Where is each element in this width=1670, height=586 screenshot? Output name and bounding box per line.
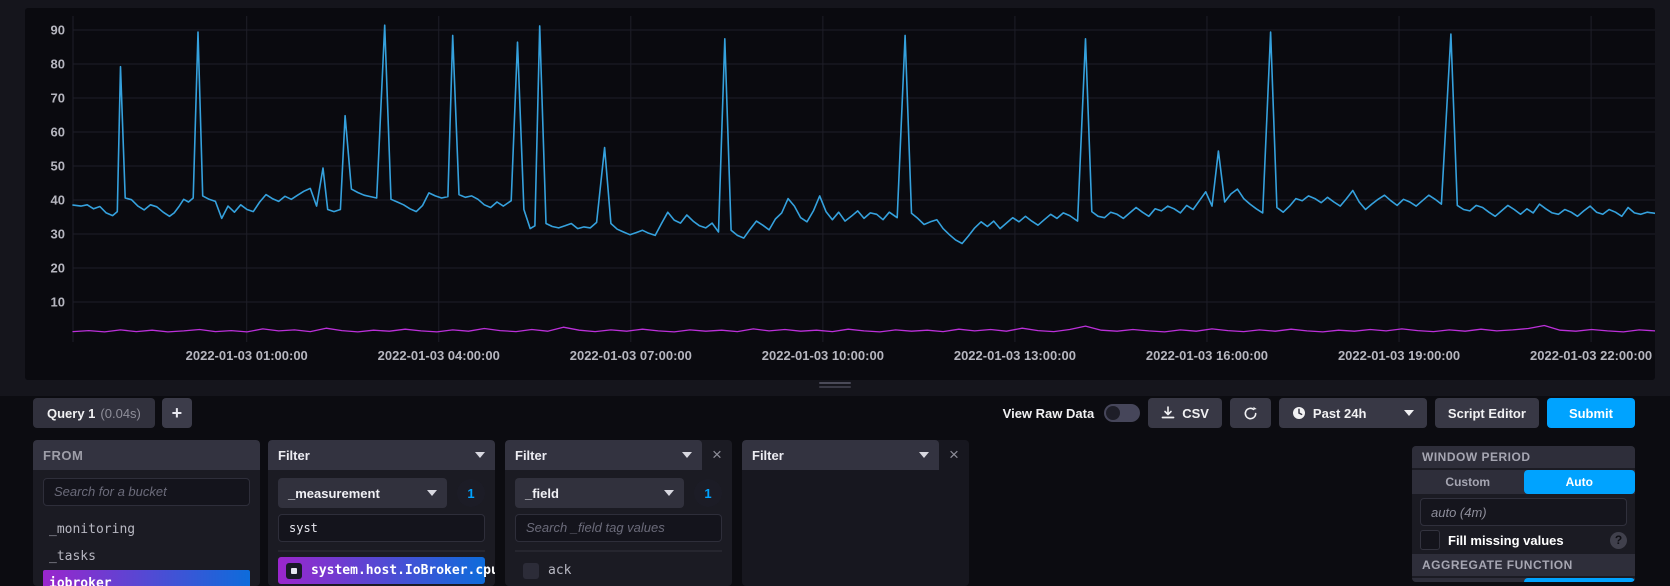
measurement-search-input[interactable] [278,514,485,542]
svg-text:40: 40 [51,193,65,208]
window-period-header: WINDOW PERIOD [1412,446,1635,468]
svg-text:2022-01-03 13:00:00: 2022-01-03 13:00:00 [954,348,1076,363]
add-query-button[interactable]: + [162,398,192,428]
field-label: ack [548,563,571,578]
checkbox-checked-icon[interactable] [286,563,302,579]
filter-panel-measurement: Filter _measurement 1 system.host.IoBrok… [268,440,495,586]
checkbox-icon[interactable] [523,563,539,579]
selected-count-badge: 1 [457,479,485,507]
custom-option[interactable]: Custom [1412,470,1524,494]
chevron-down-icon [1404,410,1414,416]
close-filter-icon[interactable]: × [702,440,732,470]
query-builder-section: Query 1 (0.04s) + View Raw Data CSV [0,396,1670,586]
refresh-icon [1243,406,1258,421]
fill-missing-values-label: Fill missing values [1448,533,1564,548]
svg-text:2022-01-03 04:00:00: 2022-01-03 04:00:00 [378,348,500,363]
filter-title: Filter [752,448,784,463]
measurement-label: system.host.IoBroker.cpu [311,563,495,578]
query-tab-duration: (0.04s) [100,406,140,421]
auto-option[interactable]: Auto [1524,470,1636,494]
svg-text:20: 20 [51,261,65,276]
aggregate-mode-toggle: Custom Auto [1412,578,1635,582]
filter-panel-field: Filter × _field 1 ack fr [505,440,732,586]
fill-missing-values-row: Fill missing values ? [1412,528,1635,552]
svg-text:2022-01-03 01:00:00: 2022-01-03 01:00:00 [186,348,308,363]
svg-text:30: 30 [51,227,65,242]
csv-button[interactable]: CSV [1148,398,1222,428]
timeseries-chart[interactable]: 10 20 30 40 50 60 70 80 90 2022-01-03 01:00:00 202… [25,8,1655,380]
chevron-down-icon [475,452,485,458]
chevron-down-icon [664,490,674,496]
svg-text:2022-01-03 07:00:00: 2022-01-03 07:00:00 [570,348,692,363]
auto-option[interactable]: Auto [1524,578,1636,582]
svg-text:50: 50 [51,159,65,174]
aggregate-function-header: AGGREGATE FUNCTION [1412,554,1635,576]
svg-text:2022-01-03 16:00:00: 2022-01-03 16:00:00 [1146,348,1268,363]
field-search-input[interactable] [515,514,722,542]
bucket-item-selected[interactable]: iobroker [43,570,250,586]
svg-text:60: 60 [51,125,65,140]
svg-text:80: 80 [51,57,65,72]
view-raw-data-toggle[interactable] [1104,404,1140,422]
query-tab-label: Query 1 [47,406,95,421]
from-panel-header: FROM [33,440,260,470]
tag-key-label: _field [525,486,559,501]
tag-key-label: _measurement [288,486,380,501]
bucket-item[interactable]: _monitoring [43,516,250,542]
measurement-list: system.host.IoBroker.cpu system.host.IoB… [278,550,485,586]
chevron-down-icon [919,452,929,458]
svg-text:2022-01-03 10:00:00: 2022-01-03 10:00:00 [762,348,884,363]
svg-text:2022-01-03 22:00:00: 2022-01-03 22:00:00 [1530,348,1652,363]
refresh-button[interactable] [1230,398,1271,428]
toggle-knob [1106,406,1120,420]
csv-label: CSV [1182,406,1209,421]
time-range-dropdown[interactable]: Past 24h [1279,398,1427,428]
bucket-search-input[interactable] [43,478,250,506]
filter-panel-header[interactable]: Filter [505,440,702,470]
custom-option[interactable]: Custom [1412,578,1524,582]
from-panel: FROM _monitoring _tasks iobroker [33,440,260,586]
field-list: ack from [515,550,722,586]
filter-panel-empty: Filter × [742,440,969,586]
chevron-down-icon [427,490,437,496]
script-editor-button[interactable]: Script Editor [1435,398,1539,428]
window-period-input[interactable] [1420,498,1627,526]
help-icon[interactable]: ? [1610,532,1627,549]
tag-key-dropdown[interactable]: _field [515,478,684,508]
svg-text:70: 70 [51,91,65,106]
view-raw-data-label: View Raw Data [1003,406,1095,421]
tag-key-dropdown[interactable]: _measurement [278,478,447,508]
clock-icon [1292,406,1306,420]
svg-text:10: 10 [51,295,65,310]
resize-drag-handle[interactable] [819,382,851,390]
chart-panel: 10 20 30 40 50 60 70 80 90 2022-01-03 01:00:00 202… [25,8,1655,380]
window-period-panel: WINDOW PERIOD Custom Auto Fill missing v… [1412,446,1635,582]
svg-text:90: 90 [51,23,65,38]
fill-missing-values-checkbox[interactable] [1420,530,1440,550]
selected-count-badge: 1 [694,479,722,507]
window-period-mode-toggle: Custom Auto [1412,470,1635,494]
time-range-label: Past 24h [1313,406,1366,421]
filter-title: Filter [278,448,310,463]
close-filter-icon[interactable]: × [939,440,969,470]
download-icon [1161,406,1175,420]
query-tab[interactable]: Query 1 (0.04s) [33,398,155,428]
measurement-item-selected[interactable]: system.host.IoBroker.cpu [278,557,485,584]
bucket-list: _monitoring _tasks iobroker [43,516,250,586]
bucket-item[interactable]: _tasks [43,543,250,569]
filter-panel-header[interactable]: Filter [268,440,495,470]
submit-button[interactable]: Submit [1547,398,1635,428]
chevron-down-icon [682,452,692,458]
filter-panel-header[interactable]: Filter [742,440,939,470]
filter-title: Filter [515,448,547,463]
svg-text:2022-01-03 19:00:00: 2022-01-03 19:00:00 [1338,348,1460,363]
query-toolbar: Query 1 (0.04s) + View Raw Data CSV [33,398,1635,428]
visualization-section: 10 20 30 40 50 60 70 80 90 2022-01-03 01:00:00 202… [0,0,1670,396]
field-item[interactable]: ack [515,557,722,584]
